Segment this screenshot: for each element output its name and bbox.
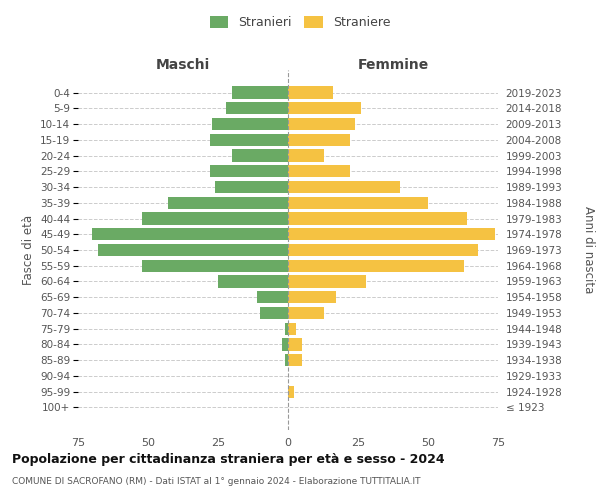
Bar: [288, 196, 428, 209]
Bar: [260, 307, 288, 319]
Bar: [209, 165, 288, 177]
Bar: [288, 260, 464, 272]
Bar: [98, 244, 288, 256]
Bar: [232, 150, 288, 162]
Bar: [209, 134, 288, 146]
Bar: [257, 291, 288, 304]
Bar: [285, 322, 288, 335]
Bar: [288, 134, 350, 146]
Bar: [288, 118, 355, 130]
Bar: [218, 276, 288, 287]
Bar: [226, 102, 288, 115]
Legend: Stranieri, Straniere: Stranieri, Straniere: [205, 11, 395, 34]
Y-axis label: Anni di nascita: Anni di nascita: [582, 206, 595, 294]
Bar: [288, 150, 325, 162]
Bar: [212, 118, 288, 130]
Bar: [288, 291, 335, 304]
Bar: [232, 86, 288, 99]
Bar: [283, 338, 288, 350]
Bar: [142, 260, 288, 272]
Bar: [288, 86, 333, 99]
Bar: [92, 228, 288, 240]
Y-axis label: Fasce di età: Fasce di età: [22, 215, 35, 285]
Bar: [288, 102, 361, 115]
Text: Popolazione per cittadinanza straniera per età e sesso - 2024: Popolazione per cittadinanza straniera p…: [12, 452, 445, 466]
Bar: [288, 276, 367, 287]
Bar: [288, 212, 467, 224]
Bar: [288, 322, 296, 335]
Bar: [288, 165, 350, 177]
Bar: [288, 386, 293, 398]
Bar: [288, 354, 302, 366]
Bar: [167, 196, 288, 209]
Bar: [288, 228, 495, 240]
Bar: [288, 307, 325, 319]
Bar: [142, 212, 288, 224]
Bar: [215, 181, 288, 193]
Bar: [288, 338, 302, 350]
Bar: [288, 181, 400, 193]
Bar: [285, 354, 288, 366]
Text: Femmine: Femmine: [358, 58, 428, 72]
Bar: [288, 244, 478, 256]
Text: Maschi: Maschi: [156, 58, 210, 72]
Text: COMUNE DI SACROFANO (RM) - Dati ISTAT al 1° gennaio 2024 - Elaborazione TUTTITAL: COMUNE DI SACROFANO (RM) - Dati ISTAT al…: [12, 478, 421, 486]
